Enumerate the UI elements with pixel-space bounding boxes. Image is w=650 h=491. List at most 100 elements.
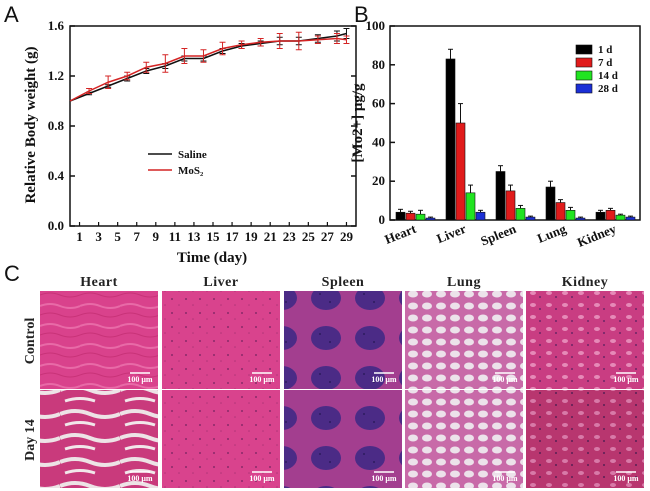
panel-a-xtick-label: 5 — [114, 229, 121, 244]
panel-b-xtick-label: Lung — [535, 221, 569, 246]
panel-a-xtick-label: 21 — [264, 229, 277, 244]
panel-b-ytick-label: 100 — [366, 18, 386, 33]
panel-b-bar-spleen-1d — [495, 171, 506, 221]
scale-bar-label: 100 μm — [613, 375, 639, 384]
panel-b-ytick-label: 60 — [372, 96, 385, 111]
panel-a-xtick-label: 3 — [95, 229, 102, 244]
histology-tile-kidney-day-14: 100 μm — [526, 390, 644, 488]
panel-a-xtick-label: 17 — [226, 229, 240, 244]
panel-b-bar-spleen-28d — [525, 216, 536, 221]
histology-tile-spleen-day-14: 100 μm — [284, 390, 402, 488]
panel-a-ytick-label: 1.6 — [48, 18, 65, 33]
panel-b-bar-kidney-7d — [605, 210, 616, 221]
panel-a-ytick-label: 0.8 — [48, 118, 65, 133]
panel-b-legend: 1 d7 d14 d28 d — [575, 44, 618, 95]
panel-b-bar-heart-14d — [415, 213, 426, 221]
panel-b-legend-swatch — [575, 44, 593, 55]
panel-a-letter: A — [4, 2, 19, 27]
histology-tile-kidney-control: 100 μm — [526, 291, 644, 389]
panel-a-xtick-label: 29 — [340, 229, 354, 244]
panel-b-bar-spleen-14d — [515, 208, 526, 221]
panel-b-xtick-label: Spleen — [478, 221, 518, 249]
panel-a-line-saline — [69, 32, 347, 102]
panel-a-xtick-label: 19 — [245, 229, 259, 244]
panel-b-bar-kidney-14d — [615, 214, 626, 221]
scale-bar-label: 100 μm — [127, 474, 153, 483]
panel-b-bar-liver-28d — [475, 211, 486, 221]
panel-a-frame — [69, 25, 357, 227]
panel-b-ytick-label: 80 — [372, 57, 385, 72]
legend-mos2-label: MoS₂ — [178, 165, 204, 177]
panel-b-legend-swatch — [575, 83, 593, 94]
scale-bar-label: 100 μm — [249, 375, 275, 384]
scale-bar-label: 100 μm — [613, 474, 639, 483]
scale-bar-label: 100 μm — [492, 375, 518, 384]
scale-bar-label: 100 μm — [492, 474, 518, 483]
panel-c-histology: Heart Liver Spleen Lung Kidney Control Day 14… — [23, 275, 644, 488]
panel-b-bar-kidney-28d — [625, 216, 636, 221]
histology-tile-spleen-control: 100 μm — [284, 291, 402, 389]
panel-a-xtick-label: 7 — [133, 229, 140, 244]
panel-a-ytick-label: 0.4 — [48, 168, 65, 183]
histology-tile-lung-control: 100 μm — [405, 291, 523, 389]
panel-b-bar-lung-28d — [575, 217, 586, 221]
histology-tile-lung-day-14: 100 μm — [405, 390, 523, 488]
panel-a-chart: 0.00.40.81.21.6 1 3 5 7 9 11 13 15 17 19 21 23 25 27 2… — [23, 18, 357, 266]
panel-a-xlabel: Time (day) — [177, 250, 247, 266]
histology-column-spleen: Spleen — [322, 275, 365, 290]
panel-b-bar-liver-7d — [455, 122, 466, 221]
scale-bar-label: 100 μm — [371, 474, 397, 483]
panel-b-xtick-label: Heart — [382, 221, 418, 247]
panel-b-bar-heart-7d — [405, 212, 416, 221]
panel-a-ytick-label: 0.0 — [48, 218, 64, 233]
panel-a-xtick-label: 27 — [321, 229, 335, 244]
panel-a-xtick-label: 13 — [187, 229, 201, 244]
panel-a-xtick-label: 15 — [207, 229, 221, 244]
panel-b-bar-heart-28d — [425, 217, 436, 221]
panel-b-bar-liver-14d — [465, 192, 476, 221]
panel-b-legend-swatch — [575, 70, 593, 81]
panel-b-legend-label: 7 d — [598, 57, 612, 69]
scale-bar-label: 100 μm — [249, 474, 275, 483]
panel-b-letter: B — [354, 2, 369, 27]
panel-b-ytick-label: 20 — [372, 173, 385, 188]
histology-tile-liver-day-14: 100 μm — [162, 390, 280, 488]
panel-a-xtick-label: 23 — [283, 229, 297, 244]
histology-column-liver: Liver — [203, 275, 238, 290]
panel-b-ytick-label: 40 — [372, 134, 385, 149]
panel-a-xtick-label: 1 — [76, 229, 83, 244]
panel-b-ytick-label: 0 — [379, 212, 386, 227]
scale-bar-label: 100 μm — [371, 375, 397, 384]
panel-b-legend-label: 28 d — [598, 83, 618, 95]
scale-bar-label: 100 μm — [127, 375, 153, 384]
panel-b-bar-heart-1d — [395, 211, 406, 221]
histology-tile-heart-day-14: 100 μm — [40, 390, 158, 488]
panel-a-legend: Saline MoS₂ — [148, 149, 207, 177]
histology-column-lung: Lung — [447, 275, 481, 290]
panel-b-bar-spleen-7d — [505, 190, 516, 221]
panel-b-bar-kidney-1d — [595, 211, 606, 221]
panel-b-bar-lung-7d — [555, 202, 566, 221]
panel-a-xtick-label: 9 — [153, 229, 160, 244]
panel-b-legend-label: 1 d — [598, 44, 612, 56]
histology-column-kidney: Kidney — [562, 275, 609, 290]
panel-a-line-mos2 — [69, 37, 347, 102]
panel-c-letter: C — [4, 261, 20, 286]
histology-tile-heart-control: 100 μm — [40, 291, 158, 389]
panel-a-ylabel: Relative Body weight (g) — [23, 46, 39, 203]
histology-column-heart: Heart — [80, 275, 117, 290]
histology-tile-liver-control: 100 μm — [162, 291, 280, 389]
legend-saline-label: Saline — [178, 149, 207, 161]
panel-b-legend-label: 14 d — [598, 70, 618, 82]
panel-b-xtick-label: Kidney — [575, 221, 619, 250]
panel-b-bar-liver-1d — [445, 58, 456, 221]
panel-a-xtick-label: 11 — [169, 229, 181, 244]
panel-b-bar-lung-1d — [545, 186, 556, 221]
panel-b-bar-lung-14d — [565, 210, 576, 221]
histology-row-day-14: Day 14 — [23, 419, 38, 461]
panel-b-xtick-label: Liver — [434, 221, 468, 246]
panel-b-ylabel: [Mo2+] μg/g — [350, 83, 366, 163]
panel-a-xtick-label: 25 — [302, 229, 316, 244]
